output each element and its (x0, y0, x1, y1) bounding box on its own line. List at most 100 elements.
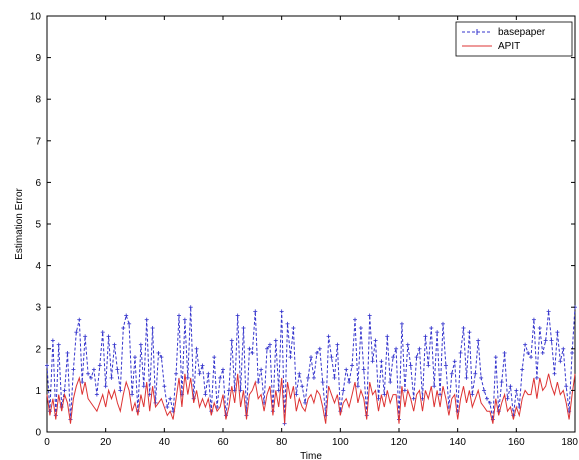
data-point-basepaper (382, 392, 387, 397)
x-tick-label: 160 (508, 437, 525, 448)
data-point-basepaper (467, 330, 472, 335)
data-point-basepaper (259, 367, 264, 372)
data-point-basepaper (373, 338, 378, 343)
data-point-basepaper (279, 309, 284, 314)
data-point-basepaper (56, 342, 61, 347)
data-point-basepaper (458, 350, 463, 355)
data-point-basepaper (493, 355, 498, 360)
data-point-basepaper (45, 363, 49, 368)
y-axis-ticks: 0 1 2 3 4 5 6 7 8 9 10 (30, 12, 575, 439)
data-point-basepaper (379, 359, 384, 364)
data-point-basepaper (432, 384, 437, 389)
data-point-basepaper (309, 355, 313, 360)
data-point-basepaper (273, 338, 278, 343)
y-tick-label: 6 (35, 178, 41, 189)
data-point-basepaper (91, 367, 96, 372)
data-point-basepaper (476, 338, 481, 343)
data-point-basepaper (174, 371, 179, 376)
data-point-basepaper (133, 355, 137, 360)
data-point-basepaper (65, 350, 70, 355)
data-point-basepaper (267, 342, 272, 347)
data-point-basepaper (414, 355, 419, 360)
data-point-basepaper (118, 388, 123, 393)
data-point-basepaper (482, 388, 487, 393)
data-point-basepaper (435, 330, 440, 335)
data-point-basepaper (121, 326, 126, 330)
x-tick-label: 20 (100, 437, 112, 448)
data-point-basepaper (200, 363, 205, 368)
data-point-basepaper (329, 355, 334, 360)
data-point-basepaper (226, 388, 231, 393)
data-point-basepaper (531, 317, 536, 322)
data-point-basepaper (353, 317, 357, 322)
data-point-basepaper (71, 367, 76, 372)
data-point-basepaper (182, 317, 187, 322)
data-point-basepaper (411, 396, 416, 401)
data-point-basepaper (109, 375, 114, 380)
data-point-basepaper (526, 350, 531, 355)
y-tick-label: 4 (35, 261, 41, 272)
data-point-basepaper (426, 363, 431, 368)
data-point-basepaper (112, 342, 117, 347)
data-point-basepaper (159, 355, 164, 360)
data-point-basepaper (520, 367, 525, 372)
data-point-basepaper (335, 342, 340, 347)
data-point-basepaper (549, 338, 554, 343)
x-axis-label: Time (300, 451, 322, 460)
data-point-basepaper (417, 346, 422, 351)
data-point-basepaper (86, 371, 91, 376)
data-point-basepaper (344, 367, 349, 372)
data-point-basepaper (241, 326, 246, 330)
x-tick-label: 40 (159, 437, 171, 448)
data-point-basepaper (443, 363, 448, 368)
data-point-basepaper (203, 392, 208, 397)
data-point-basepaper (529, 355, 533, 360)
x-tick-label: 0 (44, 437, 50, 448)
data-point-basepaper (62, 388, 67, 393)
data-point-basepaper (350, 363, 355, 368)
x-tick-label: 80 (276, 437, 288, 448)
data-point-basepaper (50, 338, 55, 343)
data-point-basepaper (487, 400, 492, 405)
y-tick-label: 10 (30, 12, 42, 23)
data-point-basepaper (370, 359, 375, 364)
data-point-basepaper (561, 346, 566, 351)
y-tick-label: 0 (35, 428, 41, 439)
data-point-basepaper (83, 334, 88, 339)
data-point-basepaper (358, 326, 363, 330)
data-point-basepaper (452, 359, 457, 364)
data-point-basepaper (212, 355, 217, 360)
data-point-basepaper (473, 371, 478, 376)
data-point-basepaper (297, 371, 302, 376)
data-point-basepaper (385, 334, 390, 339)
x-tick-label: 60 (217, 437, 229, 448)
data-point-basepaper (552, 371, 557, 376)
y-tick-label: 5 (35, 220, 41, 231)
data-point-basepaper (405, 342, 410, 347)
data-point-basepaper (250, 350, 255, 355)
data-point-basepaper (97, 363, 102, 368)
data-point-basepaper (355, 384, 360, 389)
data-point-basepaper (106, 334, 111, 339)
data-point-basepaper (80, 380, 85, 385)
data-point-basepaper (247, 346, 252, 351)
data-point-basepaper (391, 355, 396, 360)
data-point-basepaper (127, 321, 132, 326)
data-point-basepaper (185, 375, 190, 380)
data-point-basepaper (188, 305, 193, 310)
data-point-basepaper (534, 375, 539, 380)
data-point-basepaper (485, 396, 489, 401)
data-point-basepaper (130, 392, 135, 397)
data-point-basepaper (177, 313, 181, 318)
y-tick-label: 9 (35, 53, 41, 64)
data-point-basepaper (347, 380, 352, 385)
data-point-basepaper (320, 380, 325, 385)
data-point-basepaper (162, 384, 167, 389)
data-point-basepaper (470, 392, 475, 397)
y-tick-label: 7 (35, 136, 41, 147)
data-point-basepaper (206, 371, 211, 376)
data-point-basepaper (546, 309, 551, 314)
data-point-basepaper (408, 363, 413, 368)
data-point-basepaper (77, 317, 82, 322)
data-point-basepaper (156, 350, 161, 355)
